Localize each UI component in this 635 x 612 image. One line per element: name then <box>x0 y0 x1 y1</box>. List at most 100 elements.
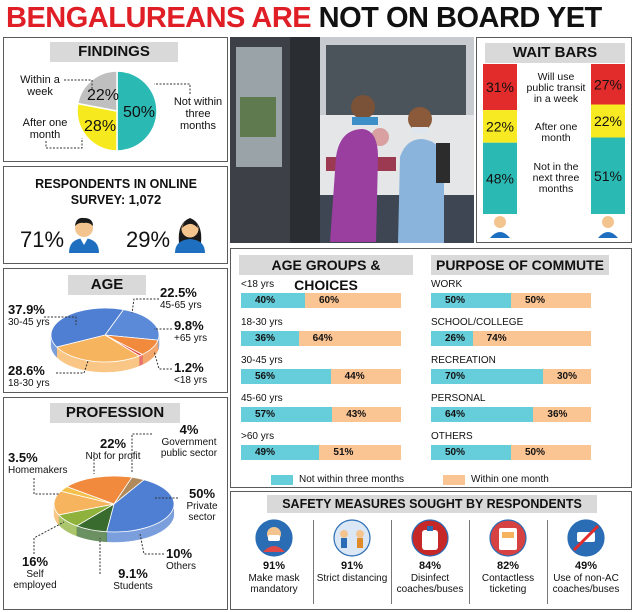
age-groups-title: AGE GROUPS & CHOICES <box>239 255 413 293</box>
age-groups-row: 56% 44% <box>241 369 406 384</box>
prof-cat-students: Students <box>113 581 153 592</box>
age-groups-row: 49% 51% <box>241 445 406 460</box>
prof-slice-3 <box>53 490 115 516</box>
legend-within-label: Within one month <box>471 474 549 485</box>
age-groups-seg-within: 51% <box>319 445 401 460</box>
findings-slice-label-2: 22% <box>87 87 119 104</box>
headline: BENGALUREANS ARE NOT ON BOARD YET <box>6 2 602 36</box>
age-groups-seg-not: 40% <box>241 293 305 308</box>
purpose-title: PURPOSE OF COMMUTE <box>431 255 609 275</box>
purpose-seg-within: 50% <box>511 293 591 308</box>
age-pct-30-45: 37.9% <box>8 302 45 317</box>
purpose-seg-within: 50% <box>511 445 591 460</box>
prof-pct-gov: 4% <box>179 422 199 437</box>
wait-person-body-female <box>598 232 618 238</box>
prof-pct-students: 9.1% <box>118 566 148 581</box>
purpose-row: 64% 36% <box>431 407 596 422</box>
purpose-seg-not: 70% <box>431 369 543 384</box>
safety-item: 91% Strict distancing <box>313 516 391 608</box>
age-label-30-45: 37.9% 30-45 yrs <box>8 302 58 328</box>
ticketing-icon <box>489 519 527 557</box>
age-groups-row-label: 45-60 yrs <box>241 393 283 404</box>
wait-label-week: Will use public transit in a week <box>526 71 586 105</box>
prof-pct-home: 3.5% <box>8 450 38 465</box>
distancing-icon <box>333 519 371 557</box>
age-groups-seg-not: 56% <box>241 369 331 384</box>
findings-slice-0 <box>116 70 158 152</box>
safety-pct: 91% <box>262 560 286 572</box>
wait-value-male-0: 31% <box>486 79 514 95</box>
safety-panel: SAFETY MEASURES SOUGHT BY RESPONDENTS 91… <box>230 491 632 610</box>
age-groups-row: 57% 43% <box>241 407 406 422</box>
purpose-seg-not: 26% <box>431 331 473 346</box>
age-label-18-30: 28.6% 18-30 yrs <box>8 363 62 389</box>
age-groups-seg-within: 43% <box>332 407 401 422</box>
bars-panel: AGE GROUPS & CHOICES PURPOSE OF COMMUTE … <box>230 248 632 488</box>
legend: Not within three months Within one month <box>271 473 611 487</box>
age-groups-row-label: <18 yrs <box>241 279 275 290</box>
age-pct-18: 1.2% <box>174 360 204 375</box>
age-title: AGE <box>68 275 146 295</box>
safety-label: Make mask mandatory <box>248 573 300 595</box>
age-cat-18: <18 yrs <box>174 375 208 386</box>
prof-cat-self: Self employed <box>13 569 57 591</box>
age-groups-seg-within: 64% <box>298 331 401 346</box>
safety-pct: 84% <box>418 560 442 572</box>
wait-value-female-0: 27% <box>594 76 622 92</box>
safety-item: 49% Use of non-AC coaches/buses <box>547 516 625 608</box>
age-groups-seg-within: 60% <box>305 293 401 308</box>
safety-divider <box>547 520 548 604</box>
wait-bar-male-0 <box>483 64 517 111</box>
age-groups-seg-not: 49% <box>241 445 320 460</box>
wait-bar-male-1 <box>483 110 517 143</box>
age-pct-18-30: 28.6% <box>8 363 45 378</box>
prof-label-nfp: 22% Not for profit <box>78 436 148 462</box>
age-groups-row-label: 18-30 yrs <box>241 317 283 328</box>
purpose-row-label: OTHERS <box>431 431 473 442</box>
survey-count: 1,072 <box>128 192 162 207</box>
age-groups-row-label: >60 yrs <box>241 431 275 442</box>
disinfect-icon <box>411 519 449 557</box>
age-groups-seg-not: 36% <box>241 331 299 346</box>
prof-cat-others: Others <box>166 561 197 572</box>
survey-female-pct: 29% <box>126 227 171 252</box>
legend-not-swatch <box>271 475 293 485</box>
age-cat-30-45: 30-45 yrs <box>8 317 50 328</box>
survey-male-pct: 71% <box>20 227 65 252</box>
wait-value-female-1: 22% <box>594 113 622 129</box>
wait-value-male-2: 48% <box>486 170 514 186</box>
wait-bars-chart: 31% 22% 48% 27% 22% 51% <box>483 64 625 238</box>
safety-divider <box>313 520 314 604</box>
purpose-seg-not: 50% <box>431 445 511 460</box>
prof-pct-self: 16% <box>21 554 49 569</box>
purpose-seg-within: 36% <box>533 407 591 422</box>
purpose-seg-not: 64% <box>431 407 534 422</box>
safety-pct: 82% <box>496 560 520 572</box>
safety-item: 91% Make mask mandatory <box>235 516 313 608</box>
age-label-45-65: 22.5% 45-65 yrs <box>160 285 226 311</box>
age-pie <box>50 307 160 373</box>
age-cat-65: +65 yrs <box>174 333 208 344</box>
findings-label-week: Within a week <box>20 74 60 98</box>
findings-label-not: Not within three months <box>173 96 223 132</box>
wait-person-head-male <box>494 216 506 228</box>
male-icon <box>69 217 99 253</box>
profession-panel: PROFESSION 4% Government public sector 2… <box>3 397 228 610</box>
safety-pct: 91% <box>340 560 364 572</box>
findings-slice-label-0: 50% <box>123 104 155 121</box>
findings-panel: FINDINGS 50% 28% 22% Within a week After o… <box>3 37 228 162</box>
prof-label-gov: 4% Government public sector <box>154 422 224 459</box>
safety-title: SAFETY MEASURES SOUGHT BY RESPONDENTS <box>267 495 597 513</box>
survey-title: RESPONDENTS IN ONLINE SURVEY: <box>35 177 197 207</box>
purpose-row: 70% 30% <box>431 369 596 384</box>
safety-item: 82% Contactless ticketing <box>469 516 547 608</box>
headline-part2: NOT ON BOARD YET <box>318 2 603 34</box>
female-icon <box>175 218 205 253</box>
age-side-2 <box>139 354 143 367</box>
age-label-65: 9.8% +65 yrs <box>174 318 228 344</box>
legend-within-swatch <box>443 475 465 485</box>
safety-label: Use of non-AC coaches/buses <box>552 573 620 595</box>
age-groups-seg-not: 57% <box>241 407 333 422</box>
safety-item: 84% Disinfect coaches/buses <box>391 516 469 608</box>
findings-title: FINDINGS <box>50 42 178 62</box>
